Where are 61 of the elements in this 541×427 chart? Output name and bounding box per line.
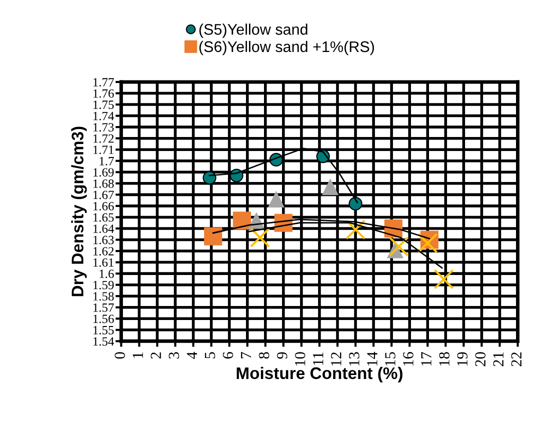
y-tick-label: 1.54 [93,337,114,346]
x-tick-label: 17 [421,352,432,366]
x-tick-label: 15 [385,352,396,366]
x-tick-label: 7 [241,352,252,358]
x-tick-label: 8 [258,352,270,359]
point [345,220,366,240]
x-tick-label: 11 [313,352,324,365]
y-tick-label: 1.74 [93,112,114,120]
y-tick-label: 1.65 [93,213,114,222]
x-tick-label: 12 [331,352,342,366]
y-tick-label: 1.69 [93,168,114,177]
x-tick-label: 0 [114,352,126,359]
x-tick-label: 9 [276,352,288,359]
y-tick-label: 1.58 [93,292,114,301]
y-tick-label: 1.67 [93,190,114,200]
y-tick-label: 1.59 [93,280,114,290]
x-tick-label: 21 [493,352,504,366]
y-tick-label: 1.72 [93,134,114,143]
legend-label: (S6)Yellow sand +1%(RS) [199,40,374,56]
x-tick-label: 22 [511,352,522,366]
x-tick-label: 13 [349,352,360,366]
x-tick-label: 10 [294,352,306,366]
x-axis-title: Moisture Content (%) [236,366,402,382]
y-axis-title: Dry Density (gm/cm3) [71,126,87,296]
y-tick-label: 1.57 [93,303,114,312]
point [418,233,438,254]
point [434,269,454,290]
y-tick-label: 1.63 [93,236,114,244]
y-tick-label: 1.64 [93,224,114,233]
y-tick-label: 1.73 [93,123,114,132]
x-tick-label: 6 [222,352,234,359]
y-tick-label: 1.77 [93,78,114,86]
point [322,178,339,196]
y-tick-label: 1.76 [93,89,114,98]
point [250,227,270,248]
y-tick-label: 1.68 [93,179,114,188]
legend-label: (S5)Yellow sand [199,24,308,38]
x-tick-label: 1 [132,352,143,358]
point [388,236,409,257]
y-tick-label: 1.56 [93,314,114,324]
x-tick-label: 4 [186,352,197,359]
x-tick-label: 19 [457,352,468,366]
x-tick-label: 2 [150,352,161,359]
y-tick-label: 1.61 [93,258,114,267]
y-tick-label: 1.7 [100,156,114,166]
x-tick-label: 14 [367,352,378,366]
y-tick-label: 1.62 [93,247,114,256]
y-tick-label: 1.75 [93,100,114,110]
y-tick-label: 1.66 [93,202,114,210]
y-tick-label: 1.71 [93,146,114,154]
point [268,190,285,208]
y-tick-label: 1.55 [93,326,114,334]
x-tick-label: 3 [168,352,180,358]
point [202,170,216,185]
x-tick-label: 16 [403,352,414,366]
x-tick-label: 18 [439,352,450,366]
point [348,196,362,210]
y-tick-label: 1.6 [100,270,114,278]
x-tick-label: 20 [475,352,486,366]
point [204,227,222,246]
x-tick-label: 5 [204,352,216,358]
